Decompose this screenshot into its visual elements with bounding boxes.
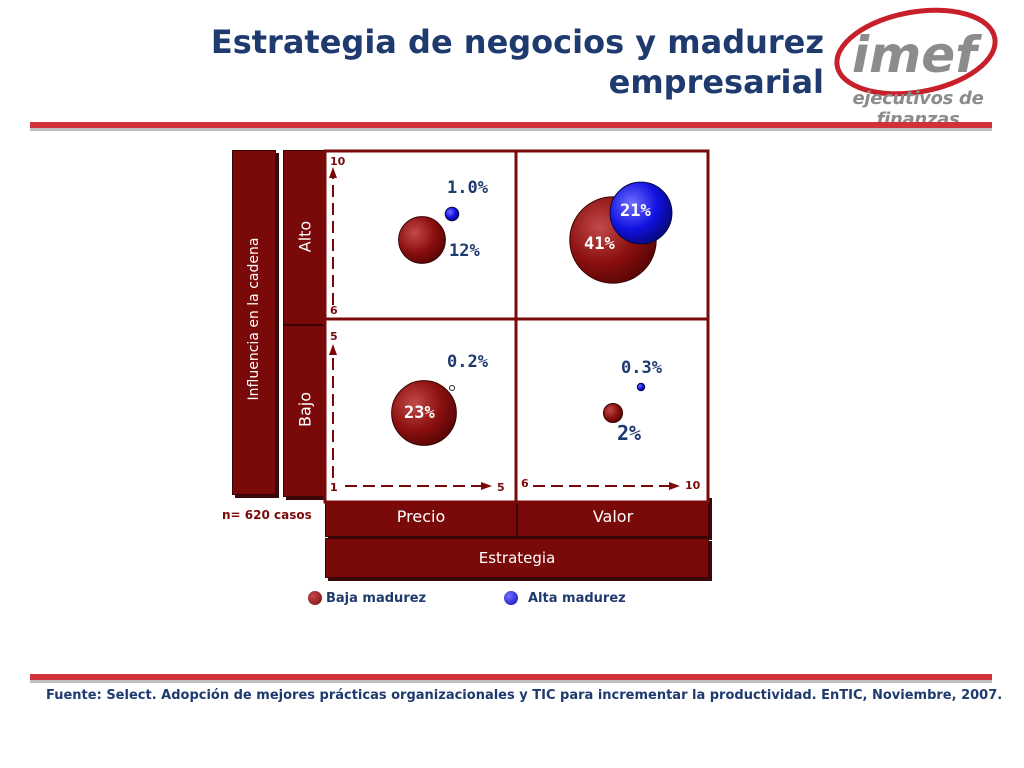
data-label-low: 23% [404, 403, 435, 423]
y-high-block: Alto [283, 150, 327, 325]
y-tick-label: 1 [330, 481, 338, 494]
page-title: Estrategia de negocios y madurez empresa… [210, 23, 824, 101]
bubble-low-maturity [391, 380, 457, 446]
legend-high-marker [504, 591, 518, 605]
bubble-low-maturity [602, 402, 624, 424]
data-label-high: 0.3% [621, 358, 663, 378]
x-axis-label-block: Estrategia [325, 538, 709, 578]
bubble-high-maturity [449, 385, 455, 391]
y-axis-arrowhead-high [329, 167, 337, 178]
header-divider [30, 122, 992, 131]
bubble-low-maturity [398, 216, 446, 264]
x-tick-label: 5 [497, 481, 505, 494]
data-label-low: 12% [449, 241, 480, 261]
data-label-high: 0.2% [447, 352, 489, 372]
x-tick-label: 1 [330, 481, 338, 494]
y-tick-label: 6 [330, 304, 338, 317]
legend-high-label: Alta madurez [528, 591, 626, 606]
imef-logo: imef [834, 7, 998, 97]
bubble-high-maturity [636, 382, 646, 392]
x-axis-arrowhead-left [481, 482, 492, 490]
bubble-high-maturity [609, 181, 673, 245]
data-label-low: 41% [584, 234, 615, 254]
logo-mark: imef [852, 26, 982, 84]
footer-divider [30, 674, 992, 683]
y-tick-label: 10 [330, 155, 346, 168]
x-axis-right: Valor [592, 507, 634, 526]
source-note: Fuente: Select. Adopción de mejores prác… [46, 688, 1003, 703]
x-axis-left: Precio [396, 507, 446, 526]
data-label-low: 2% [617, 421, 641, 445]
x-tick-label: 10 [685, 479, 701, 492]
legend-low-label: Baja madurez [326, 591, 427, 606]
sample-size: n= 620 casos [222, 508, 312, 522]
y-axis-arrowhead-low [329, 344, 337, 355]
x-axis-label: Estrategia [478, 549, 556, 567]
bubble-high-maturity [444, 206, 460, 222]
x-tick-label: 6 [521, 477, 529, 490]
legend-low-marker [308, 591, 322, 605]
x-axis-arrowhead-right [669, 482, 680, 490]
y-tick-label: 5 [330, 330, 338, 343]
data-label-high: 21% [620, 201, 651, 221]
data-label-high: 1.0% [447, 178, 489, 198]
y-axis-label-block: Influencia en la cadena [232, 150, 276, 495]
